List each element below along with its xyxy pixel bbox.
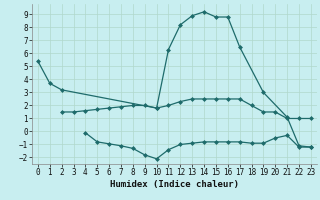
- X-axis label: Humidex (Indice chaleur): Humidex (Indice chaleur): [110, 180, 239, 189]
